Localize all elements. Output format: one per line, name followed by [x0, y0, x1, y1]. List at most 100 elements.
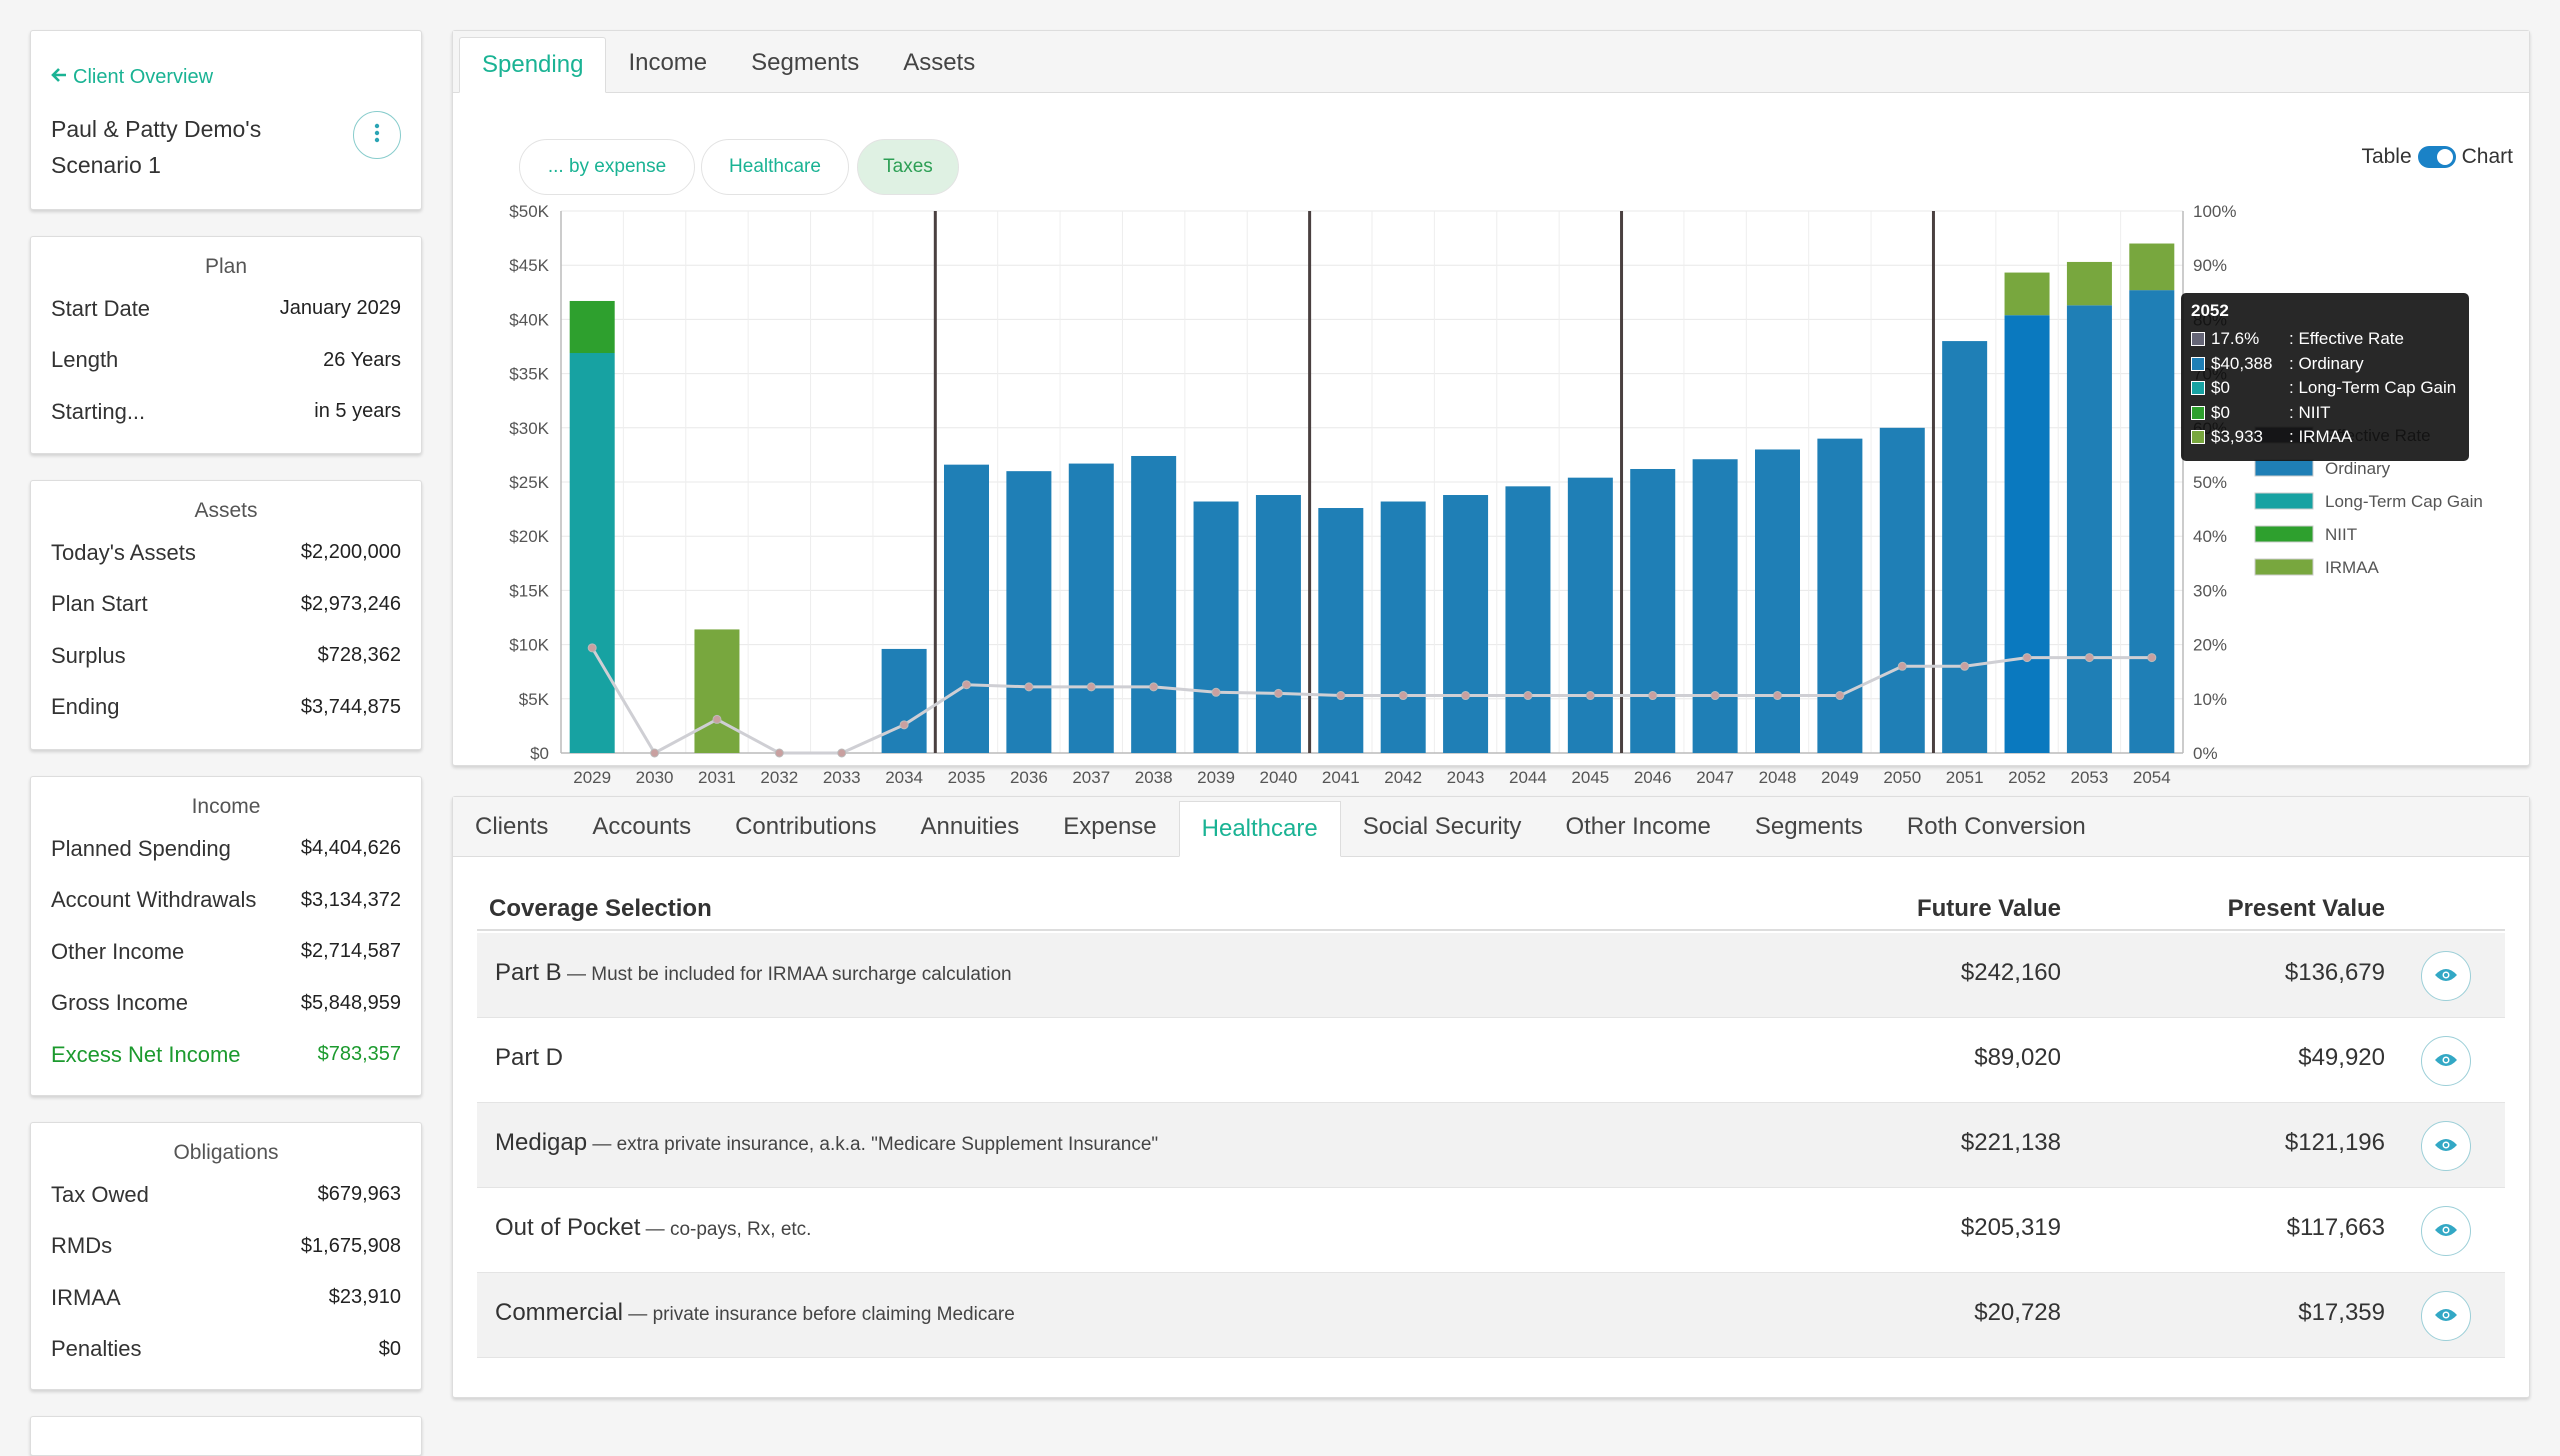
chart-tooltip: 2052 17.6%: Effective Rate $40,388: Ordi… — [2181, 293, 2469, 461]
assets-row: Ending $3,744,875 — [31, 682, 421, 734]
line-point — [1273, 688, 1283, 698]
stat-label: Surplus — [51, 642, 126, 668]
x-tick-label: 2045 — [1571, 768, 1609, 787]
stat-value: $2,200,000 — [300, 541, 401, 564]
tab-segments[interactable]: Segments — [1754, 813, 1863, 840]
view-button[interactable] — [2421, 1206, 2471, 1256]
table-row: Medigap — extra private insurance, a.k.a… — [477, 1103, 2505, 1188]
stat-value: $2,973,246 — [300, 592, 401, 615]
tooltip-value: $0 — [2211, 402, 2230, 422]
tooltip-label: : Long-Term Cap Gain — [2289, 378, 2457, 398]
tab-segments[interactable]: Segments — [751, 49, 860, 76]
view-button[interactable] — [2421, 951, 2471, 1001]
y2-tick-label: 0% — [2193, 744, 2218, 763]
filter-healthcare[interactable]: Healthcare — [701, 139, 849, 195]
table-header: Coverage Selection Future Value Present … — [477, 883, 2505, 931]
coverage-name: Medigap — [495, 1129, 588, 1156]
tab-expense[interactable]: Expense — [1063, 813, 1157, 840]
plan-card: Plan Start Date January 2029 Length 26 Yea… — [30, 236, 422, 454]
filter-by-expense[interactable]: ... by expense — [519, 139, 695, 195]
stat-value: $783,357 — [317, 1043, 401, 1066]
obligations-title: Obligations — [173, 1141, 279, 1164]
stat-label: Ending — [51, 694, 120, 720]
line-point — [1960, 661, 1970, 671]
income-row: Planned Spending $4,404,626 — [31, 823, 421, 875]
tab-clients[interactable]: Clients — [475, 813, 549, 840]
tab-spending[interactable]: Spending — [459, 37, 607, 93]
obligations-row: RMDs $1,675,908 — [31, 1221, 421, 1273]
x-tick-label: 2049 — [1821, 768, 1859, 787]
coverage-name: Out of Pocket — [495, 1214, 641, 1241]
x-tick-label: 2054 — [2133, 768, 2171, 787]
bar — [1505, 486, 1551, 753]
assets-card: Assets Today's Assets $2,200,000 Plan Sta… — [30, 480, 422, 750]
tab-social-security[interactable]: Social Security — [1362, 813, 1522, 840]
legend-swatch — [2191, 381, 2205, 396]
tooltip-row: $0: NIIT — [2191, 401, 2459, 426]
filter-taxes[interactable]: Taxes — [857, 139, 959, 195]
income-title: Income — [191, 795, 261, 818]
arrow-left-icon — [51, 66, 67, 89]
assets-title: Assets — [194, 499, 258, 522]
income-row: Other Income $2,714,587 — [31, 926, 421, 978]
table-row: Part B — Must be included for IRMAA surc… — [477, 933, 2505, 1018]
legend-swatch — [2191, 356, 2205, 371]
y-tick-label: $40K — [509, 310, 549, 329]
line-point — [587, 643, 597, 653]
stat-label: Penalties — [51, 1336, 142, 1362]
table-chart-toggle[interactable]: Table Chart — [2361, 145, 2513, 169]
scenario-menu-button[interactable] — [353, 111, 401, 159]
coverage-cell: Part B — Must be included for IRMAA surc… — [495, 959, 1012, 987]
income-row: Account Withdrawals $3,134,372 — [31, 875, 421, 927]
y-tick-label: $20K — [509, 527, 549, 546]
view-button[interactable] — [2421, 1036, 2471, 1086]
x-tick-label: 2041 — [1322, 768, 1360, 787]
view-button[interactable] — [2421, 1291, 2471, 1341]
bar — [1567, 477, 1613, 753]
tooltip-title: 2052 — [2191, 301, 2229, 320]
coverage-cell: Out of Pocket — co-pays, Rx, etc. — [495, 1214, 811, 1242]
x-tick-label: 2034 — [885, 768, 923, 787]
bar — [694, 629, 740, 753]
eye-icon — [2434, 962, 2458, 990]
income-card: Income Planned Spending $4,404,626 Accoun… — [30, 776, 422, 1096]
tab-roth-conversion[interactable]: Roth Conversion — [1906, 813, 2086, 840]
coverage-header: Coverage Selection — [489, 895, 712, 922]
stat-label: Today's Assets — [51, 539, 196, 565]
line-point — [712, 714, 722, 724]
tab-other-income[interactable]: Other Income — [1565, 813, 1711, 840]
legend-swatch — [2254, 525, 2314, 543]
x-tick-label: 2031 — [698, 768, 736, 787]
bar — [2066, 305, 2112, 753]
view-switch[interactable] — [2417, 146, 2456, 168]
chart-tabs: Spending Income Segments Assets — [453, 31, 2529, 93]
line-point — [837, 748, 847, 758]
tab-annuities[interactable]: Annuities — [920, 813, 1020, 840]
tooltip-value: 17.6% — [2211, 329, 2260, 349]
bar — [2129, 290, 2175, 753]
tab-income[interactable]: Income — [628, 49, 708, 76]
tab-assets[interactable]: Assets — [903, 49, 976, 76]
legend-swatch — [2191, 405, 2205, 420]
line-point — [962, 680, 971, 690]
future-value: $89,020 — [1974, 1044, 2061, 1071]
tooltip-value: $3,933 — [2211, 427, 2263, 447]
x-tick-label: 2035 — [948, 768, 986, 787]
legend-swatch — [2191, 430, 2205, 445]
x-tick-label: 2053 — [2071, 768, 2109, 787]
tab-contributions[interactable]: Contributions — [735, 813, 877, 840]
client-overview-link[interactable]: Client Overview — [51, 66, 213, 89]
x-tick-label: 2051 — [1946, 768, 1984, 787]
x-tick-label: 2037 — [1072, 768, 1110, 787]
x-tick-label: 2032 — [760, 768, 798, 787]
client-card: Client Overview Paul & Patty Demo's Scen… — [30, 30, 422, 210]
tab-healthcare[interactable]: Healthcare — [1178, 801, 1341, 857]
tooltip-row: $0 : Long-Term Cap Gain — [2191, 376, 2459, 401]
bar — [1817, 438, 1863, 753]
tooltip-value: $0 — [2211, 378, 2230, 398]
tab-accounts[interactable]: Accounts — [592, 813, 692, 840]
detail-tabs: Clients Accounts Contributions Annuities… — [453, 797, 2529, 857]
income-row: Gross Income $5,848,959 — [31, 978, 421, 1030]
view-button[interactable] — [2421, 1121, 2471, 1171]
x-tick-label: 2044 — [1509, 768, 1547, 787]
